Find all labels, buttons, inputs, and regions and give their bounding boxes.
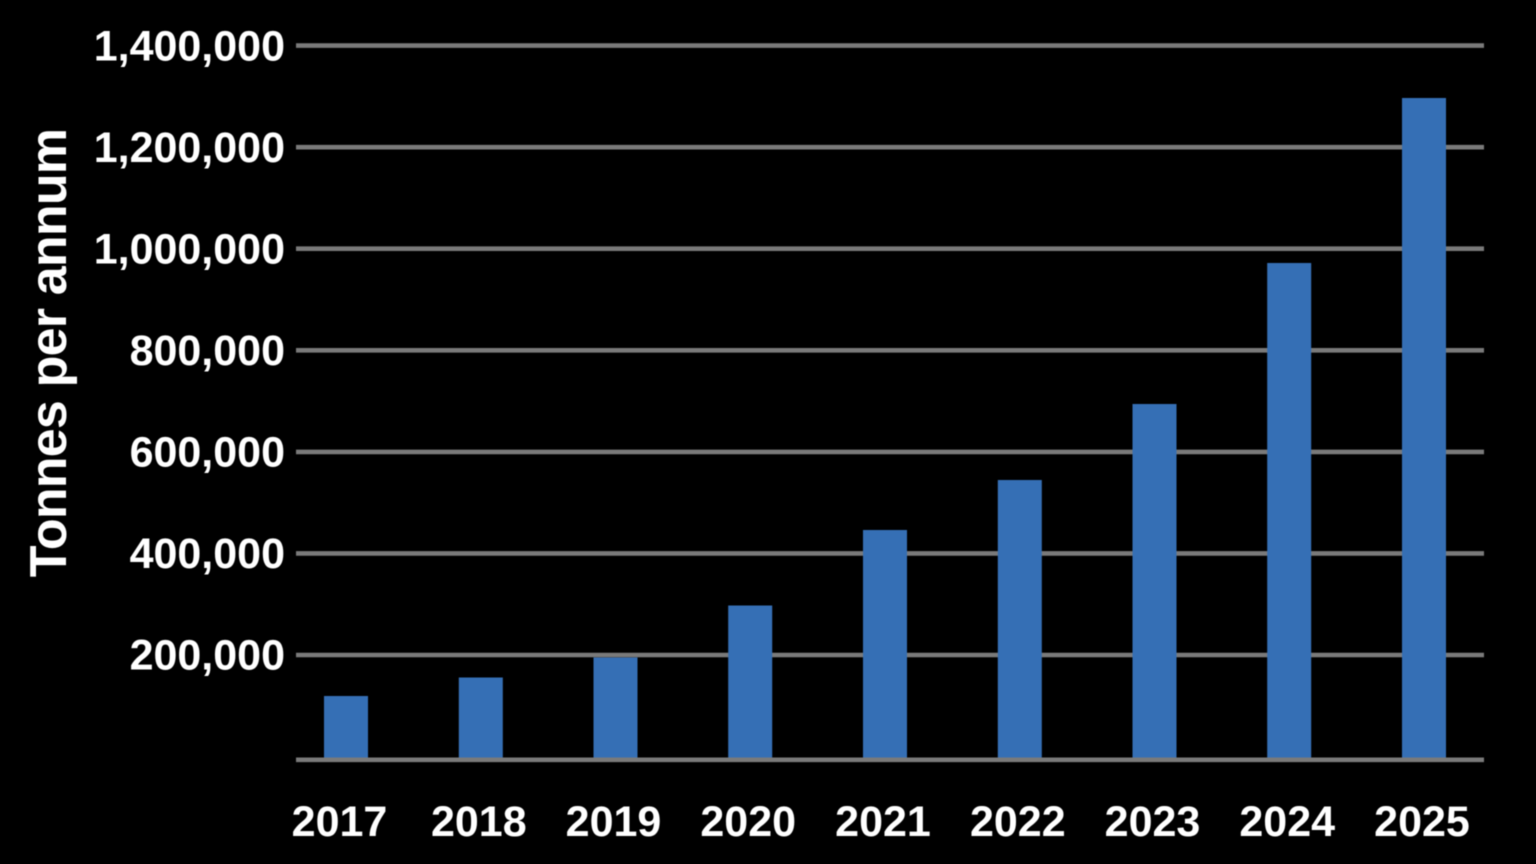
svg-text:800,000: 800,000: [130, 327, 285, 375]
svg-text:2024: 2024: [1239, 798, 1335, 846]
svg-text:1,000,000: 1,000,000: [94, 225, 285, 273]
svg-text:Tonnes per annum: Tonnes per annum: [20, 129, 78, 578]
svg-text:1,200,000: 1,200,000: [94, 124, 285, 172]
svg-text:2025: 2025: [1374, 798, 1470, 846]
svg-text:1,400,000: 1,400,000: [94, 22, 285, 70]
svg-text:2017: 2017: [292, 798, 388, 846]
svg-text:2018: 2018: [431, 798, 527, 846]
svg-text:400,000: 400,000: [130, 530, 285, 578]
svg-text:2020: 2020: [700, 798, 796, 846]
svg-text:2022: 2022: [970, 798, 1066, 846]
svg-text:2023: 2023: [1105, 798, 1201, 846]
svg-text:2019: 2019: [566, 798, 662, 846]
svg-text:200,000: 200,000: [130, 632, 285, 680]
svg-text:2021: 2021: [835, 798, 931, 846]
svg-text:600,000: 600,000: [130, 429, 285, 477]
